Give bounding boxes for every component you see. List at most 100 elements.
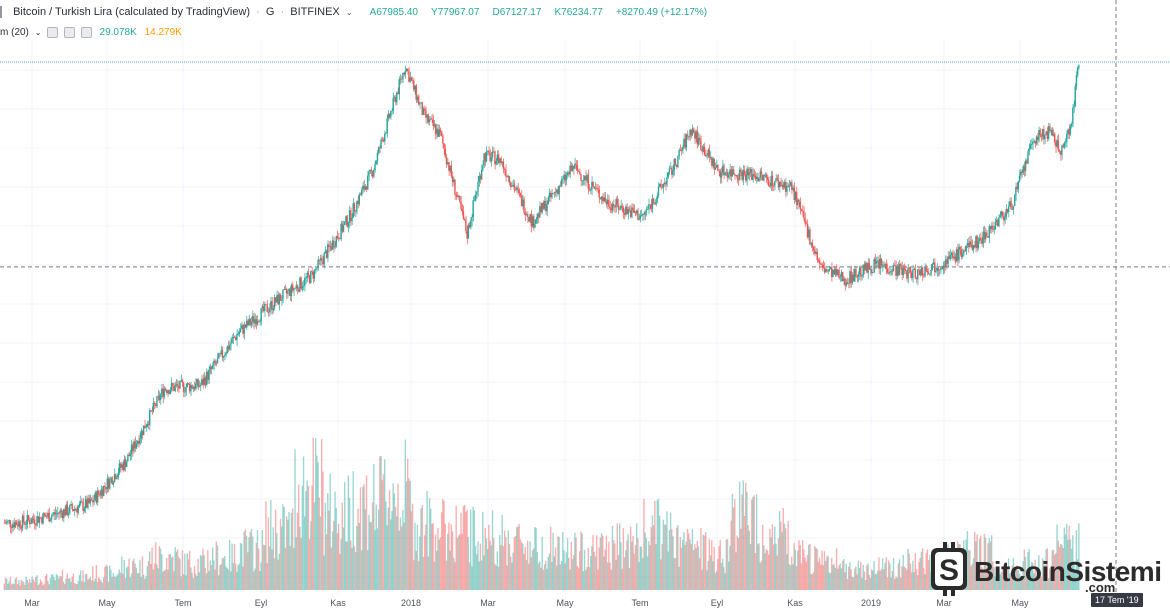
- candle-body: [304, 277, 306, 286]
- volume-bar: [623, 557, 626, 590]
- volume-bar: [663, 524, 666, 590]
- volume-bar: [668, 530, 671, 590]
- volume-bar: [100, 581, 102, 590]
- candle-body: [708, 149, 711, 158]
- candle-body: [883, 264, 885, 266]
- candle-body: [1053, 133, 1056, 143]
- candle-body: [327, 244, 329, 259]
- candle-body: [662, 183, 665, 188]
- volume-bar: [833, 563, 835, 590]
- volume-bar: [764, 553, 766, 590]
- exchange-label[interactable]: BITFINEX: [290, 6, 340, 19]
- volume-bar: [368, 514, 370, 590]
- volume-bar: [450, 524, 453, 590]
- volume-bar: [489, 540, 491, 590]
- volume-bar: [541, 536, 543, 590]
- volume-bar: [847, 566, 850, 590]
- chevron-down-icon[interactable]: ⌄: [345, 7, 353, 17]
- volume-bar: [142, 574, 145, 590]
- volume-bar: [333, 520, 335, 590]
- chevron-down-icon[interactable]: ⌄: [34, 28, 42, 37]
- candle-body: [46, 516, 48, 518]
- volume-bar: [910, 572, 913, 590]
- volume-bar: [920, 552, 923, 590]
- volume-bar: [485, 538, 488, 590]
- volume-bar: [147, 561, 150, 590]
- candle-body: [392, 98, 394, 111]
- candle-body: [977, 241, 980, 249]
- settings-icon[interactable]: [63, 27, 75, 38]
- candle-body: [622, 207, 625, 213]
- volume-bar: [272, 527, 274, 590]
- volume-bar: [862, 564, 864, 590]
- candle-body: [753, 174, 755, 176]
- interval-label[interactable]: G: [265, 6, 275, 19]
- candle-body: [421, 102, 423, 115]
- candle-body: [129, 454, 131, 457]
- candle-body: [466, 231, 468, 239]
- volume-bar: [665, 524, 667, 590]
- candle-body: [562, 178, 564, 180]
- eye-icon[interactable]: [47, 27, 59, 38]
- candle-body: [631, 207, 633, 217]
- separator: ·: [280, 6, 285, 19]
- volume-bar: [711, 540, 713, 590]
- candle-body: [477, 181, 479, 192]
- symbol-title[interactable]: Bitcoin / Turkish Lira (calculated by Tr…: [13, 6, 251, 19]
- volume-bar: [1021, 575, 1023, 590]
- close-icon[interactable]: [80, 27, 92, 38]
- volume-bar: [906, 569, 908, 590]
- volume-bar: [228, 539, 231, 590]
- candle-body: [1062, 145, 1064, 148]
- candle-body: [835, 268, 838, 276]
- volume-bar: [775, 543, 777, 590]
- volume-bar: [969, 550, 971, 590]
- volume-bar: [186, 553, 188, 590]
- candle-body: [786, 186, 788, 192]
- volume-bar: [255, 542, 257, 590]
- volume-bar: [857, 560, 860, 590]
- volume-bar: [58, 578, 60, 590]
- x-tick-label: May: [1011, 598, 1029, 608]
- volume-bar: [251, 536, 254, 590]
- candle-body: [230, 343, 232, 345]
- candle-body: [211, 365, 214, 369]
- candle-body: [637, 210, 639, 220]
- candle-body: [649, 204, 651, 206]
- candle-body: [581, 180, 583, 182]
- volume-bar: [919, 557, 921, 590]
- volume-bar: [77, 580, 79, 590]
- volume-bar: [383, 459, 386, 590]
- volume-bar: [972, 557, 975, 590]
- volume-bar: [111, 576, 113, 590]
- candle-body: [359, 194, 362, 196]
- volume-bar: [1043, 560, 1045, 590]
- volume-bar: [151, 547, 153, 590]
- volume-bar: [1038, 555, 1040, 590]
- candle-body: [414, 85, 416, 90]
- volume-bar: [834, 567, 837, 590]
- volume-bar: [809, 543, 811, 590]
- volume-bar: [342, 527, 345, 590]
- x-tick-label: Mar: [480, 598, 496, 608]
- candle-body: [677, 156, 679, 167]
- candle-body: [295, 285, 297, 288]
- candle-body: [811, 242, 814, 247]
- candle-body: [482, 165, 484, 170]
- volume-bar: [176, 549, 179, 590]
- volume-bar: [90, 580, 93, 590]
- volume-bar: [844, 572, 846, 590]
- candle-body: [333, 240, 335, 248]
- candle-body: [16, 524, 19, 527]
- candle-body: [863, 264, 866, 271]
- candle-body: [588, 188, 591, 191]
- volume-bar: [75, 583, 77, 590]
- volume-label[interactable]: m (20): [0, 27, 29, 38]
- volume-bar: [150, 563, 152, 590]
- candle-body: [1001, 211, 1004, 216]
- volume-bar: [457, 535, 460, 590]
- candle-body: [178, 386, 180, 389]
- candle-body: [810, 242, 812, 245]
- candle-body: [822, 265, 824, 268]
